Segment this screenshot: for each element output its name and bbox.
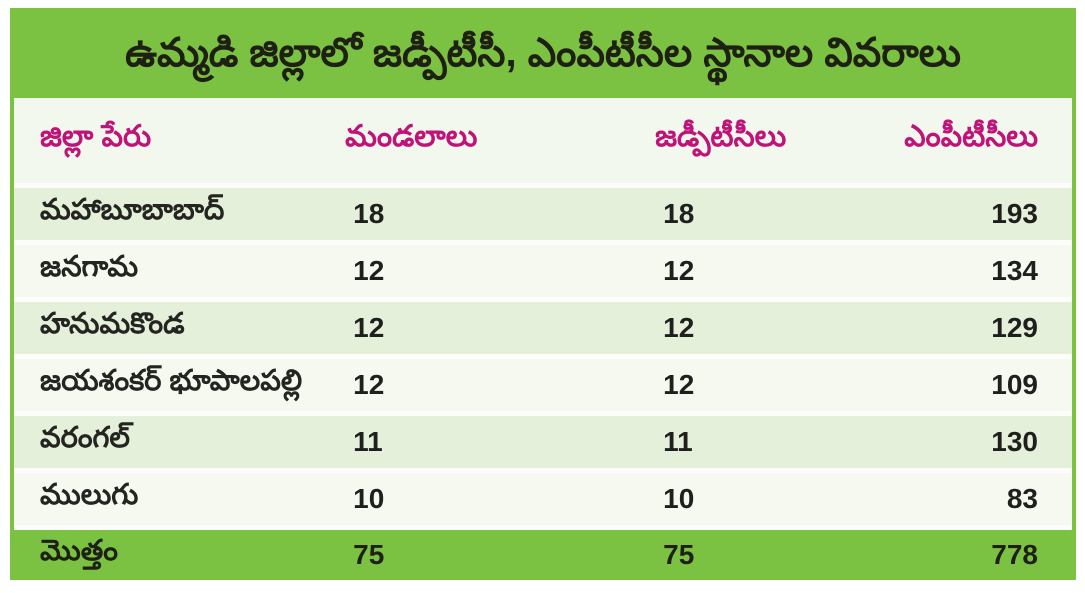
zptc-count-cell: 12 (663, 312, 695, 343)
mptc-count-cell: 109 (991, 369, 1038, 400)
mptc-count-cell: 134 (991, 255, 1038, 286)
mandals-count-cell: 12 (353, 312, 385, 343)
column-header-district-name: జిల్లా పేరు (40, 120, 152, 153)
mandals-count-cell: 12 (353, 369, 385, 400)
mptc-count-cell: 130 (991, 426, 1038, 457)
table-row: ములుగు 10 10 83 (14, 473, 1072, 525)
table-row: జనగామ 12 12 134 (14, 245, 1072, 297)
zptc-count-cell: 12 (663, 255, 695, 286)
table-row: హనుమకొండ 12 12 129 (14, 302, 1072, 354)
mptc-count-cell: 83 (1006, 483, 1038, 514)
table-body: మహాబూబాబాద్ 18 18 193 జనగామ 12 12 134 హన… (14, 188, 1072, 525)
column-header-mandals: మండలాలు (345, 120, 478, 153)
mandals-count-cell: 12 (353, 255, 385, 286)
mandals-count-cell: 10 (353, 483, 385, 514)
total-label: మొత్తం (40, 535, 118, 567)
district-name-cell: వరంగల్ (40, 422, 130, 454)
table-row: వరంగల్ 11 11 130 (14, 416, 1072, 468)
district-name-cell: జయశంకర్ భూపాలపల్లి (40, 365, 303, 397)
mandals-count-cell: 18 (353, 198, 385, 229)
zptc-count-cell: 11 (663, 426, 693, 457)
mptc-count-cell: 193 (991, 198, 1038, 229)
mandals-count-cell: 11 (353, 426, 383, 457)
zptc-count-cell: 12 (663, 369, 695, 400)
total-mptc-cell: 778 (991, 539, 1038, 570)
table-title: ఉమ్మడి జిల్లాలో జడ్పీటీసీ, ఎంపీటీసీల స్థ… (125, 31, 961, 75)
mptc-count-cell: 129 (991, 312, 1038, 343)
district-name-cell: జనగామ (40, 251, 139, 283)
column-header-zptc: జడ్పీటీసీలు (655, 120, 787, 153)
infographic-table: ఉమ్మడి జిల్లాలో జడ్పీటీసీ, ఎంపీటీసీల స్థ… (10, 8, 1076, 580)
header-row: జిల్లా పేరు మండలాలు జడ్పీటీసీలు ఎంపీటీసీ… (14, 98, 1072, 183)
total-mandals-cell: 75 (353, 539, 385, 570)
table-row: మహాబూబాబాద్ 18 18 193 (14, 188, 1072, 240)
total-zptc-cell: 75 (663, 539, 695, 570)
table-row: జయశంకర్ భూపాలపల్లి 12 12 109 (14, 359, 1072, 411)
district-name-cell: హనుమకొండ (40, 308, 185, 340)
district-name-cell: ములుగు (40, 479, 139, 511)
total-row: మొత్తం 75 75 778 (14, 530, 1072, 580)
title-bar: ఉమ్మడి జిల్లాలో జడ్పీటీసీ, ఎంపీటీసీల స్థ… (10, 8, 1076, 98)
district-name-cell: మహాబూబాబాద్ (40, 194, 225, 226)
column-header-mptc: ఎంపీటీసీలు (904, 120, 1038, 153)
districts-table: జిల్లా పేరు మండలాలు జడ్పీటీసీలు ఎంపీటీసీ… (10, 98, 1076, 580)
zptc-count-cell: 10 (663, 483, 695, 514)
zptc-count-cell: 18 (663, 198, 695, 229)
